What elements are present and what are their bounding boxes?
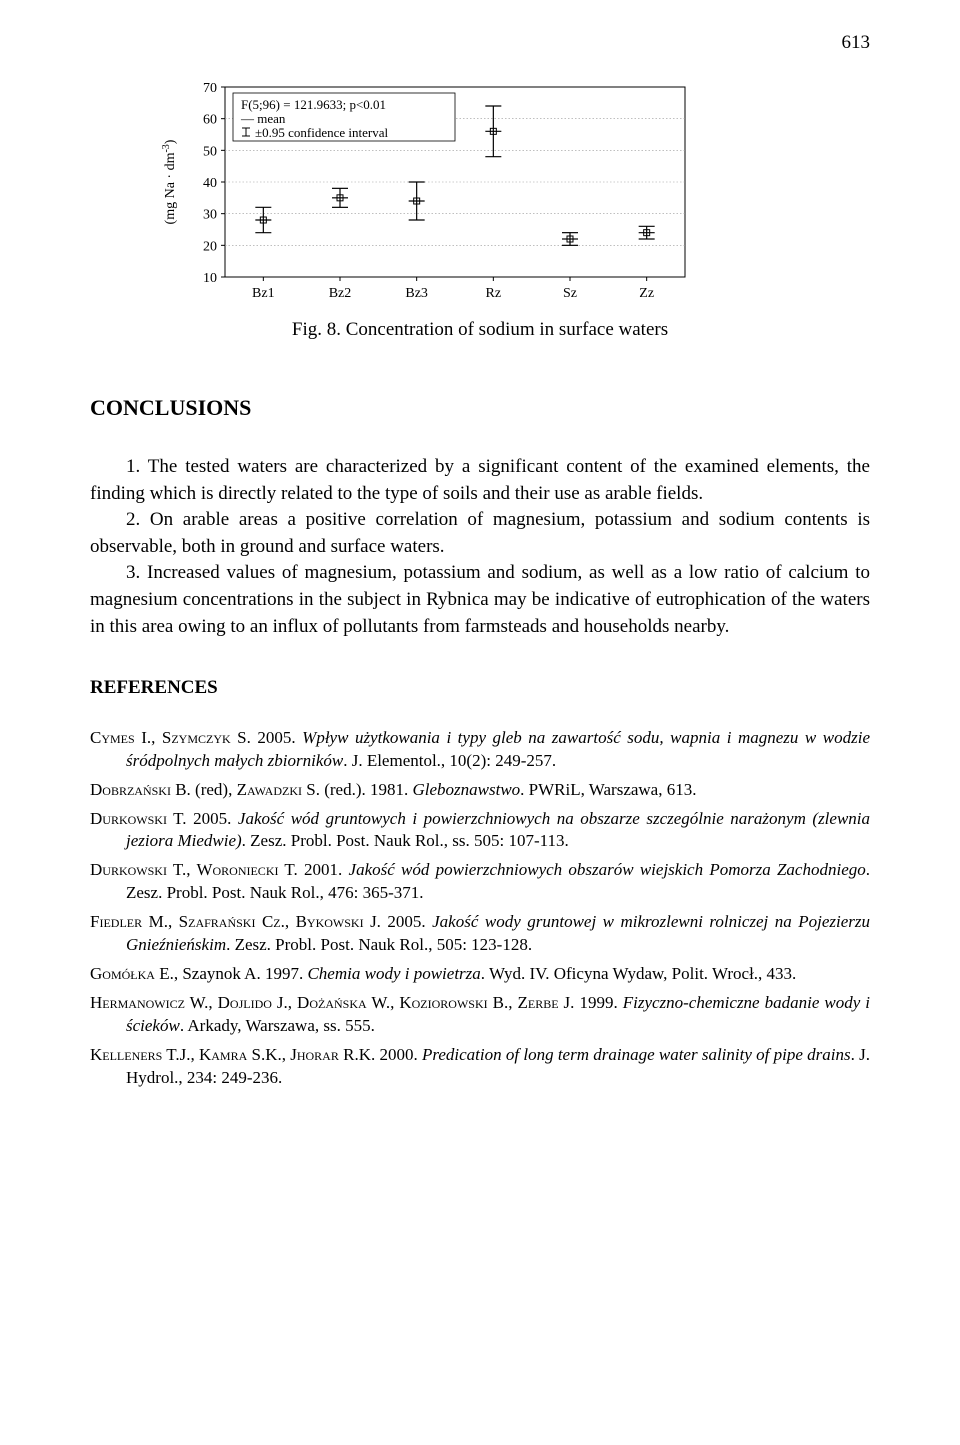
reference-item: Durkowski T., Woroniecki T. 2001. Jakość… <box>90 859 870 905</box>
reference-item: Gomółka E., Szaynok A. 1997. Chemia wody… <box>90 963 870 986</box>
svg-text:Rz: Rz <box>486 286 502 301</box>
svg-text:Bz3: Bz3 <box>405 286 428 301</box>
references-block: Cymes I., Szymczyk S. 2005. Wpływ użytko… <box>90 727 870 1090</box>
svg-text:Sz: Sz <box>563 286 577 301</box>
conclusion-item: 1. The tested waters are characterized b… <box>90 454 870 507</box>
svg-text:F(5;96) = 121.9633; p<0.01: F(5;96) = 121.9633; p<0.01 <box>241 97 386 112</box>
svg-text:— mean: — mean <box>240 111 286 126</box>
svg-text:Bz2: Bz2 <box>329 286 352 301</box>
svg-text:30: 30 <box>203 207 217 222</box>
svg-text:10: 10 <box>203 271 217 286</box>
svg-text:20: 20 <box>203 239 217 254</box>
conclusion-item: 2. On arable areas a positive correlatio… <box>90 507 870 560</box>
reference-item: Cymes I., Szymczyk S. 2005. Wpływ użytko… <box>90 727 870 773</box>
svg-text:±0.95 confidence interval: ±0.95 confidence interval <box>255 125 388 140</box>
reference-item: Hermanowicz W., Dojlido J., Dożańska W.,… <box>90 992 870 1038</box>
svg-text:Bz1: Bz1 <box>252 286 275 301</box>
figure-caption: Fig. 8. Concentration of sodium in surfa… <box>90 317 870 344</box>
svg-text:Zz: Zz <box>639 286 654 301</box>
svg-text:60: 60 <box>203 112 217 127</box>
sodium-chart: 10 20 30 40 50 60 70 (mg Na · dm-3) Bz1 Bz2 Bz3 Rz S… <box>150 77 700 307</box>
conclusions-heading: CONCLUSIONS <box>90 393 870 424</box>
conclusions-block: 1. The tested waters are characterized b… <box>90 454 870 640</box>
svg-text:70: 70 <box>203 81 217 96</box>
svg-text:(mg Na · dm-3): (mg Na · dm-3) <box>161 139 179 224</box>
svg-text:40: 40 <box>203 176 217 191</box>
reference-item: Fiedler M., Szafrański Cz., Bykowski J. … <box>90 911 870 957</box>
reference-item: Dobrzański B. (red), Zawadzki S. (red.).… <box>90 779 870 802</box>
svg-text:50: 50 <box>203 144 217 159</box>
page-number: 613 <box>90 30 870 57</box>
conclusion-item: 3. Increased values of magnesium, potass… <box>90 560 870 640</box>
reference-item: Durkowski T. 2005. Jakość wód gruntowych… <box>90 808 870 854</box>
references-heading: REFERENCES <box>90 675 870 702</box>
reference-item: Kelleners T.J., Kamra S.K., Jhorar R.K. … <box>90 1044 870 1090</box>
